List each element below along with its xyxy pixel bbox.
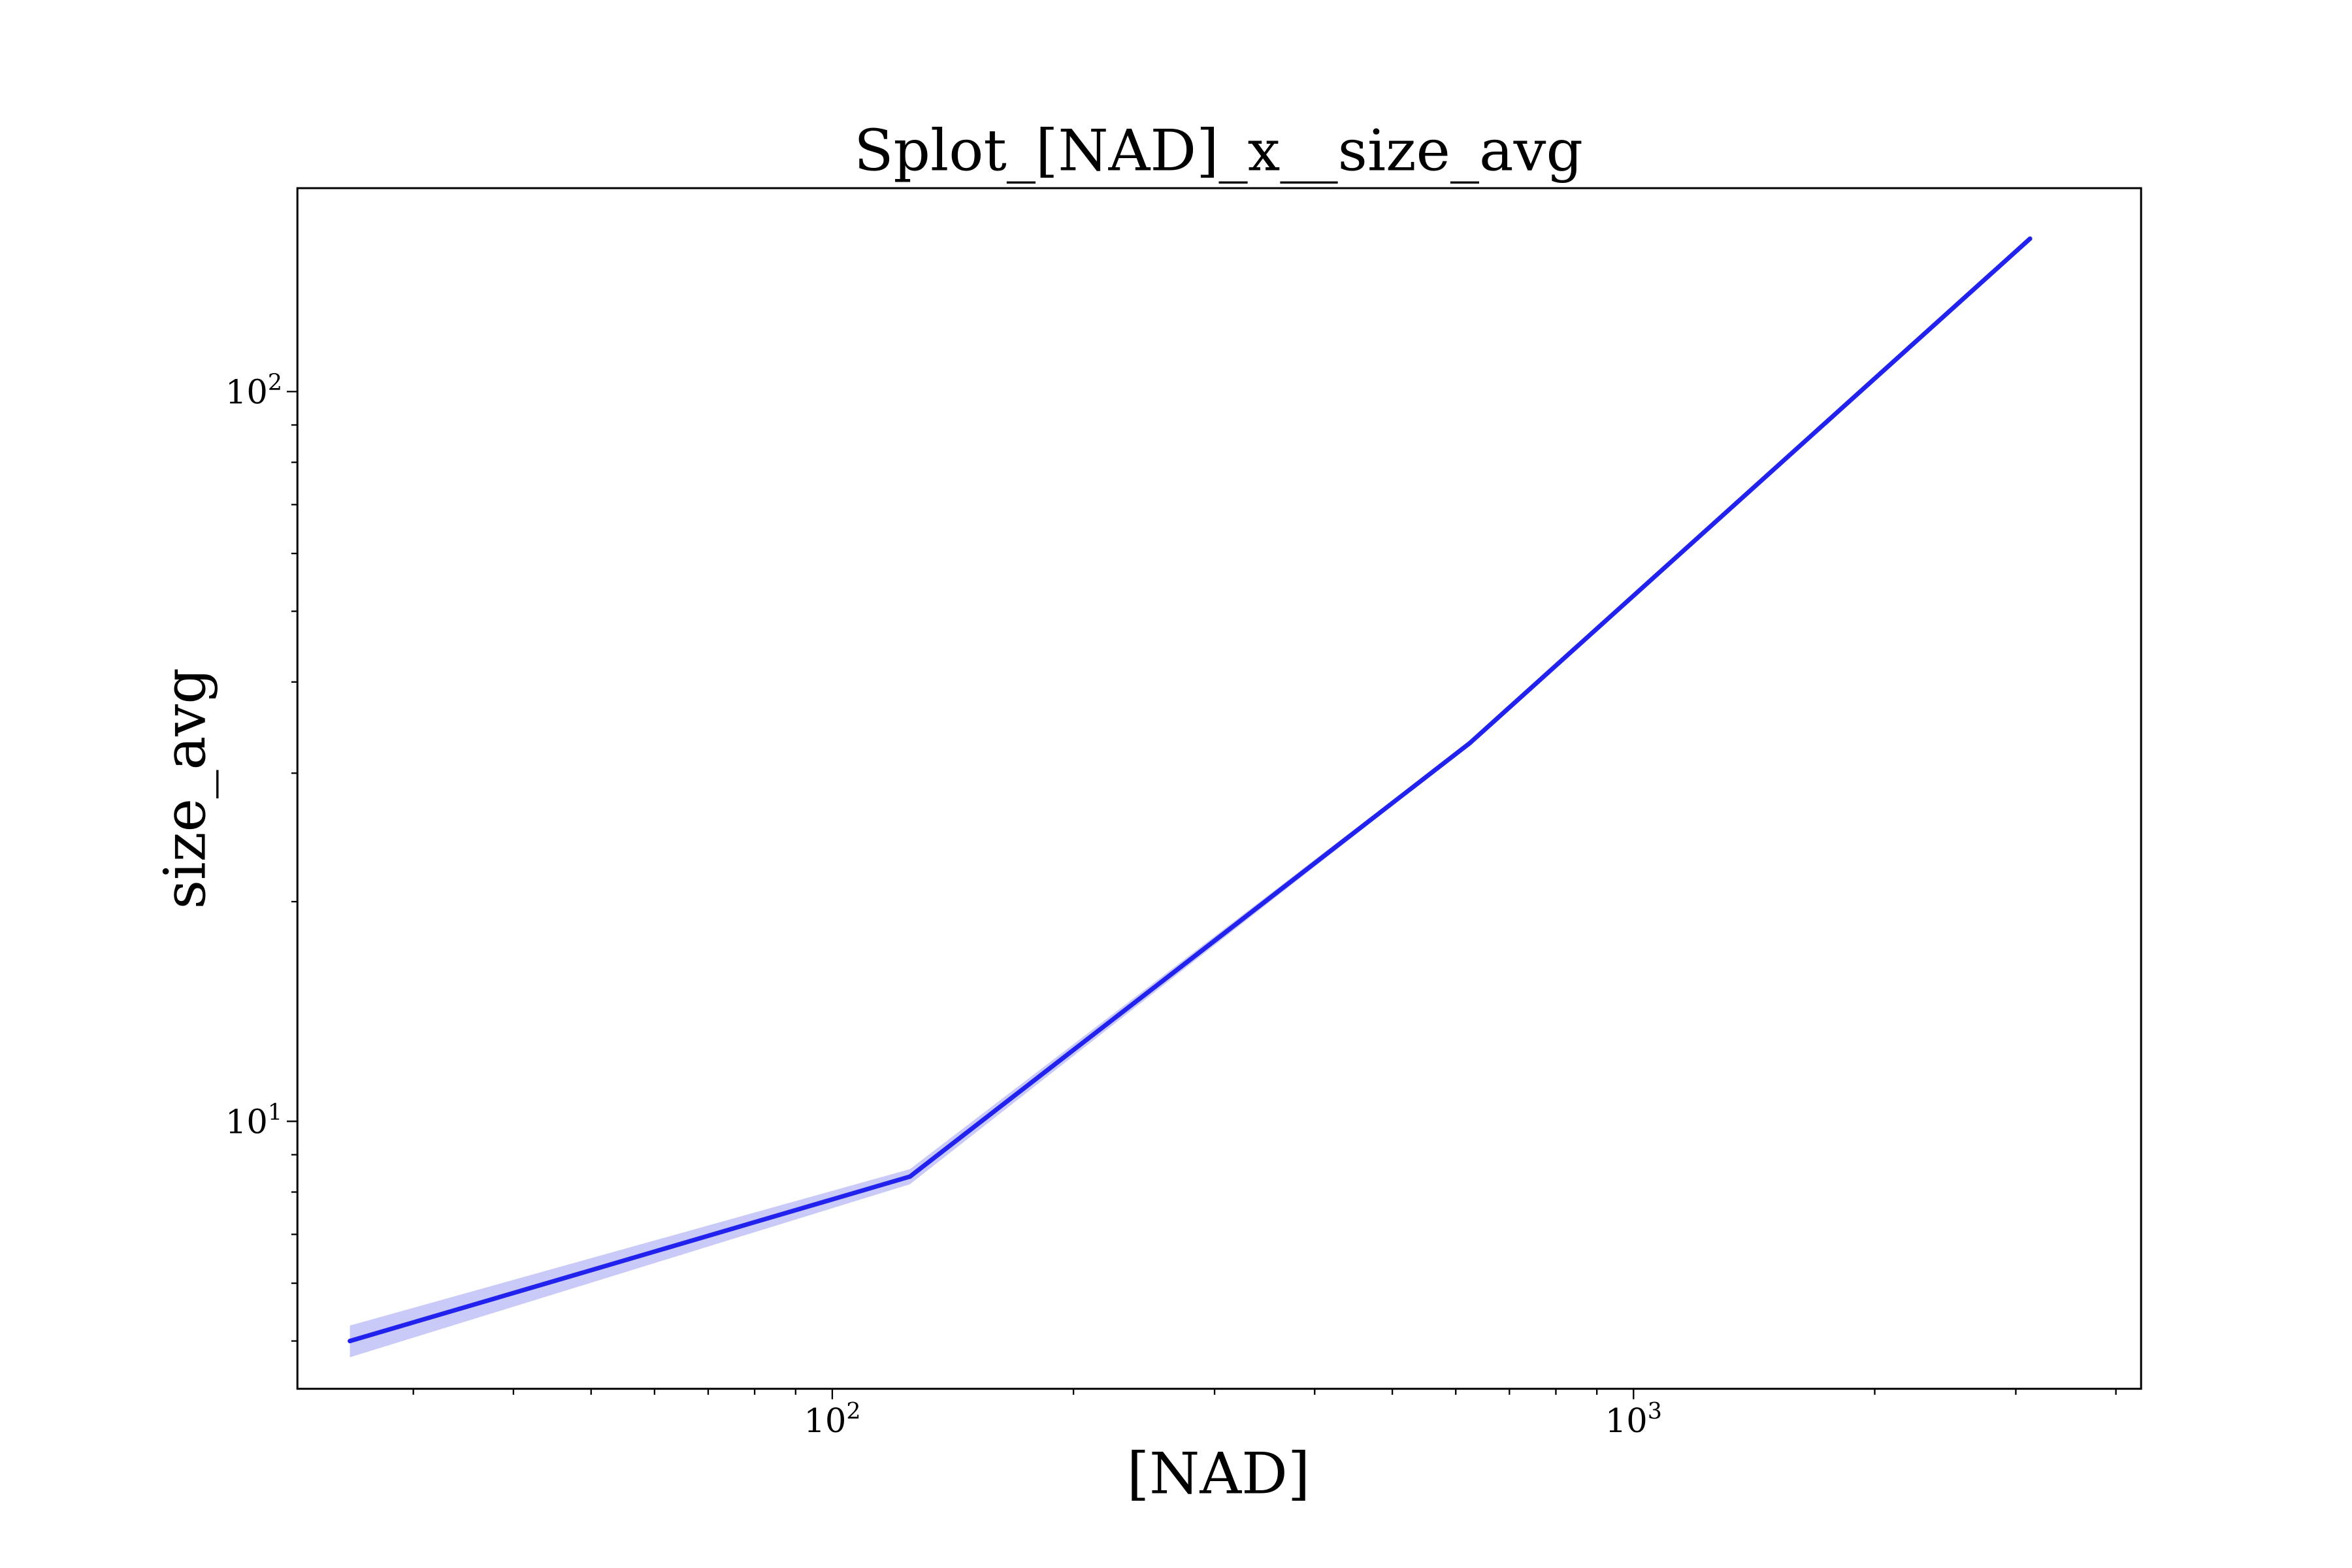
y-tick-label: 102 (225, 370, 282, 411)
x-tick-label: 103 (1605, 1399, 1662, 1440)
series-0-line-segment (348, 1174, 913, 1343)
axis-ticks: 102 103 101 102 (225, 370, 2117, 1440)
chart-title: Splot_[NAD]_x__size_avg (854, 118, 1583, 184)
x-axis-label: [NAD] (1127, 1441, 1311, 1507)
x-tick-label: 102 (804, 1399, 860, 1440)
plot-frame (296, 187, 2142, 1390)
y-tick-label: 101 (225, 1100, 282, 1141)
plot-area (348, 236, 2033, 1358)
series-0-confidence-band (350, 237, 2031, 1358)
series-0-line-segment (907, 740, 1473, 1179)
y-axis-label: size_avg (152, 668, 219, 909)
series-0-line-segment (1467, 236, 2033, 745)
